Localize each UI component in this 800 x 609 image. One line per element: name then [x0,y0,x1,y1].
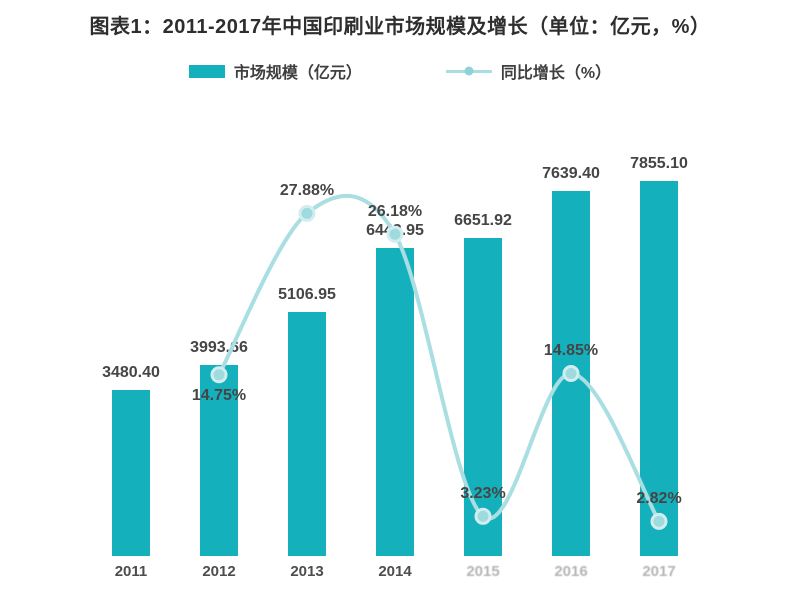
line-swatch-dot-icon [464,66,474,76]
bar-2013 [288,312,326,556]
x-axis-label-2012: 2012 [202,563,236,580]
bar-value-label: 3480.40 [102,363,160,381]
bar-2015 [464,238,502,556]
x-axis-label-2011: 2011 [114,563,148,580]
line-swatch-icon [445,66,492,76]
bar-2011 [112,389,150,556]
bar-value-label: 6651.92 [454,212,512,230]
chart-title: 图表1：2011-2017年中国印刷业市场规模及增长（单位：亿元，%） [89,16,711,38]
bar-value-label: 5106.95 [278,286,336,304]
bar-value-label: 7855.10 [630,155,688,172]
x-axis-label-2013: 2013 [290,563,324,580]
growth-point [474,507,492,525]
growth-point [298,204,316,222]
growth-point-label: 14.85% [543,342,599,360]
legend: 市场规模（亿元） 同比增长（%） [0,59,800,83]
growth-point-label: 26.18% [367,203,423,221]
legend-item-growth: 同比增长（%） [445,59,612,83]
bar-2014 [376,248,414,556]
x-axis-label-2017: 2017 [642,563,676,580]
growth-point-label: 2.82% [636,490,682,508]
legend-label-market-size: 市场规模（亿元） [233,65,362,82]
bar-value-label: 7639.40 [542,165,600,183]
legend-item-market-size: 市场规模（亿元） [188,59,362,83]
growth-point [386,225,404,243]
growth-point [562,364,580,382]
bar-2012 [200,365,238,556]
bar-swatch-icon [188,64,225,78]
growth-point [650,512,668,530]
x-axis-label-2015: 2015 [466,563,500,580]
x-axis-label-2014: 2014 [378,563,412,580]
growth-point-label: 3.23% [460,485,506,503]
growth-point-label: 14.75% [191,386,247,404]
legend-label-growth: 同比增长（%） [500,65,612,82]
growth-point-label: 27.88% [279,182,335,200]
x-axis-label-2016: 2016 [554,563,588,580]
growth-point [210,366,228,384]
